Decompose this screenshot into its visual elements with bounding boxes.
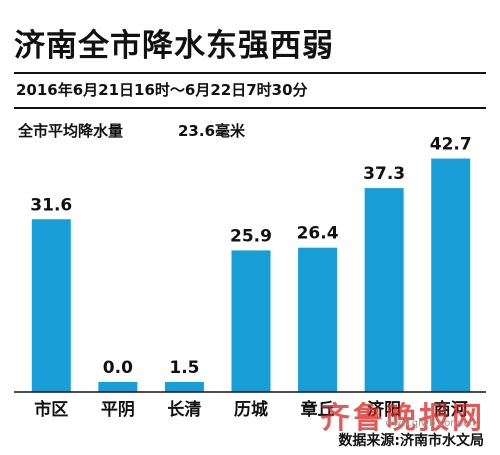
top-rule (14, 72, 486, 74)
watermark-url: www.qlwb.com.cn (385, 418, 475, 429)
average-label: 全市平均降水量 (18, 122, 124, 140)
bar-5 (364, 188, 404, 392)
value-label-5: 37.3 (363, 164, 405, 184)
chart-title: 济南全市降水东强西弱 (14, 28, 334, 64)
bar-0 (31, 219, 71, 392)
bar-2 (164, 382, 204, 392)
bar-3 (231, 250, 271, 392)
date-range: 2016年6月21日16时～6月22日7时30分 (16, 81, 308, 99)
value-label-0: 31.6 (30, 195, 72, 215)
value-label-4: 26.4 (297, 224, 339, 244)
data-source: 数据来源:济南市水文局 (338, 433, 484, 449)
watermark-logo: 齐鲁晚报网 (320, 401, 485, 436)
value-label-2: 1.5 (169, 358, 199, 378)
category-label-5: 济阳 (367, 399, 401, 420)
bar-6 (431, 158, 471, 392)
value-label-3: 25.9 (230, 226, 272, 246)
category-label-2: 长清 (167, 399, 201, 420)
category-label-0: 市区 (34, 399, 68, 420)
category-label-6: 商河 (434, 399, 468, 420)
bars-group: 31.6 0.0 1.5 25.9 26.4 37.3 42.7 (30, 135, 472, 392)
bar-4 (298, 247, 338, 392)
category-label-3: 历城 (234, 400, 268, 420)
value-label-1: 0.0 (103, 358, 133, 378)
category-labels: 市区 平阴 长清 历城 章丘 济阳 商河 (34, 399, 467, 420)
bar-1 (98, 382, 138, 392)
average-value: 23.6毫米 (178, 122, 246, 140)
mid-rule (14, 107, 486, 109)
value-label-6: 42.7 (430, 135, 472, 155)
category-label-4: 章丘 (301, 399, 335, 420)
category-label-1: 平阴 (101, 400, 135, 420)
